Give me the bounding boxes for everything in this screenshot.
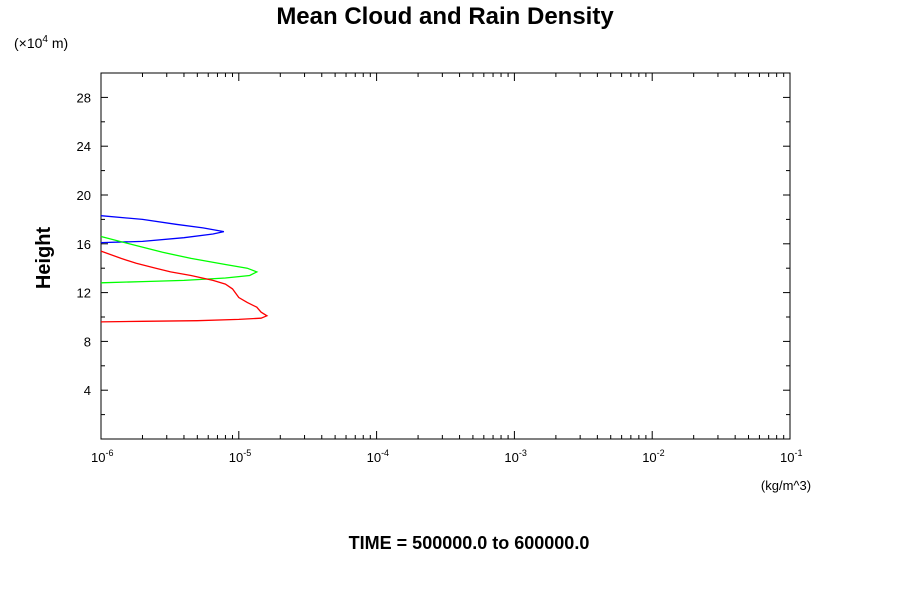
y-ticks: 4 8 12 16 20 24 28 <box>77 90 790 416</box>
x-tick-label: 10-6 <box>91 448 113 465</box>
x-tick-base: 10 <box>229 450 243 465</box>
y-unit-prefix: (×10 <box>14 35 43 51</box>
x-tick-label: 10-2 <box>642 448 664 465</box>
time-range-label: TIME = 500000.0 to 600000.0 <box>349 533 590 553</box>
series-layer <box>100 215 269 323</box>
y-tick-label: 20 <box>77 188 91 203</box>
series-line-2 <box>100 235 259 284</box>
y-tick-label: 4 <box>84 383 91 398</box>
y-unit-exponent: 4 <box>42 34 48 45</box>
x-tick-base: 10 <box>780 450 794 465</box>
y-tick-label: 28 <box>77 90 91 105</box>
y-axis-label: Height <box>33 227 55 290</box>
x-axis-unit: (kg/m^3) <box>761 478 811 493</box>
x-tick-exponent: -5 <box>243 448 251 458</box>
series-line-3 <box>100 250 269 323</box>
y-tick-label: 24 <box>77 139 91 154</box>
x-tick-exponent: -2 <box>657 448 665 458</box>
y-unit-suffix: m) <box>48 35 68 51</box>
y-tick-label: 16 <box>77 237 91 252</box>
chart-title: Mean Cloud and Rain Density <box>276 3 614 30</box>
series-line-1 <box>100 215 225 244</box>
x-tick-label: 10-4 <box>367 448 389 465</box>
x-tick-exponent: -4 <box>381 448 389 458</box>
y-unit-label: (×104 m) <box>14 34 68 51</box>
x-tick-exponent: -1 <box>794 448 802 458</box>
y-tick-label: 12 <box>77 286 91 301</box>
x-tick-base: 10 <box>91 450 105 465</box>
x-tick-base: 10 <box>504 450 518 465</box>
x-tick-label: 10-5 <box>229 448 251 465</box>
x-tick-base: 10 <box>367 450 381 465</box>
x-tick-base: 10 <box>642 450 656 465</box>
x-tick-label: 10-3 <box>504 448 526 465</box>
x-tick-label: 10-1 <box>780 448 802 465</box>
x-tick-exponent: -3 <box>519 448 527 458</box>
x-ticks: 10-6 10-5 10-4 10-3 10-2 10-1 <box>91 73 802 465</box>
plot-frame <box>100 72 791 440</box>
x-tick-exponent: -6 <box>105 448 113 458</box>
y-tick-label: 8 <box>84 334 91 349</box>
